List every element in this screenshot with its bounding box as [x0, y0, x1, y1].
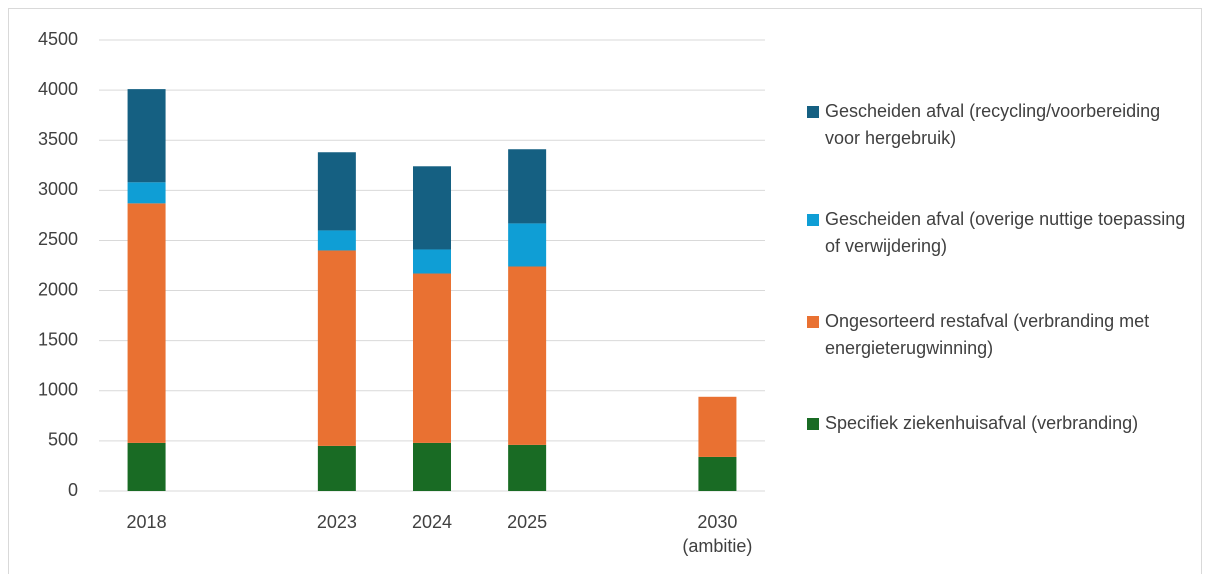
y-tick-label: 1000	[38, 380, 78, 400]
y-tick-label: 2000	[38, 279, 78, 299]
y-tick-label: 2500	[38, 229, 78, 249]
bar-segment	[413, 166, 451, 250]
bar-segment	[317, 445, 356, 491]
legend-swatch	[807, 106, 819, 118]
frame	[8, 8, 1202, 574]
bar-segment	[127, 203, 166, 443]
y-tick-label: 4000	[38, 79, 78, 99]
bar-segment	[127, 442, 166, 491]
bar-segment	[317, 230, 356, 251]
bar-segment	[413, 442, 451, 491]
x-tick-label: 2018	[126, 512, 167, 532]
legend-swatch	[807, 214, 819, 226]
x-tick-label: 2030 (ambitie)	[682, 512, 753, 556]
bar-segment	[508, 444, 547, 491]
y-tick-label: 500	[48, 430, 78, 450]
bar-segment	[127, 89, 166, 183]
x-tick-label: 2024	[411, 512, 453, 532]
legend-item: Specifiek ziekenhuisafval (verbranding)	[807, 410, 1197, 437]
bar-segment	[413, 249, 451, 274]
legend-label: Specifiek ziekenhuisafval (verbranding)	[825, 413, 1139, 433]
legend-item: Gescheiden afval (overige nuttige toepas…	[807, 206, 1197, 260]
legend-label: Gescheiden afval (overige nuttige toepas…	[825, 209, 1186, 256]
y-tick-label: 3500	[38, 129, 78, 149]
legend-label: Gescheiden afval (recycling/voorbereidin…	[825, 101, 1161, 148]
legend-item: Gescheiden afval (recycling/voorbereidin…	[807, 98, 1197, 152]
bar-segment	[698, 396, 737, 457]
x-tick-label: 2023	[316, 512, 357, 532]
legend-swatch	[807, 418, 819, 430]
bar-segment	[508, 223, 547, 267]
bar-segment	[413, 273, 451, 443]
bar-segment	[317, 152, 356, 231]
x-tick-label: 2025	[507, 512, 548, 532]
legend-item: Ongesorteerd restafval (verbranding met …	[807, 308, 1197, 362]
bar-segment	[698, 456, 737, 491]
legend-label: Ongesorteerd restafval (verbranding met …	[825, 311, 1150, 358]
y-tick-label: 4500	[38, 29, 78, 49]
y-tick-label: 1500	[38, 329, 78, 349]
y-tick-label: 3000	[38, 179, 78, 199]
y-tick-label: 0	[68, 480, 78, 500]
bar-segment	[508, 266, 547, 445]
legend-swatch	[807, 316, 819, 328]
bar-segment	[508, 149, 547, 224]
bar-segment	[127, 182, 166, 204]
bar-segment	[317, 250, 356, 446]
